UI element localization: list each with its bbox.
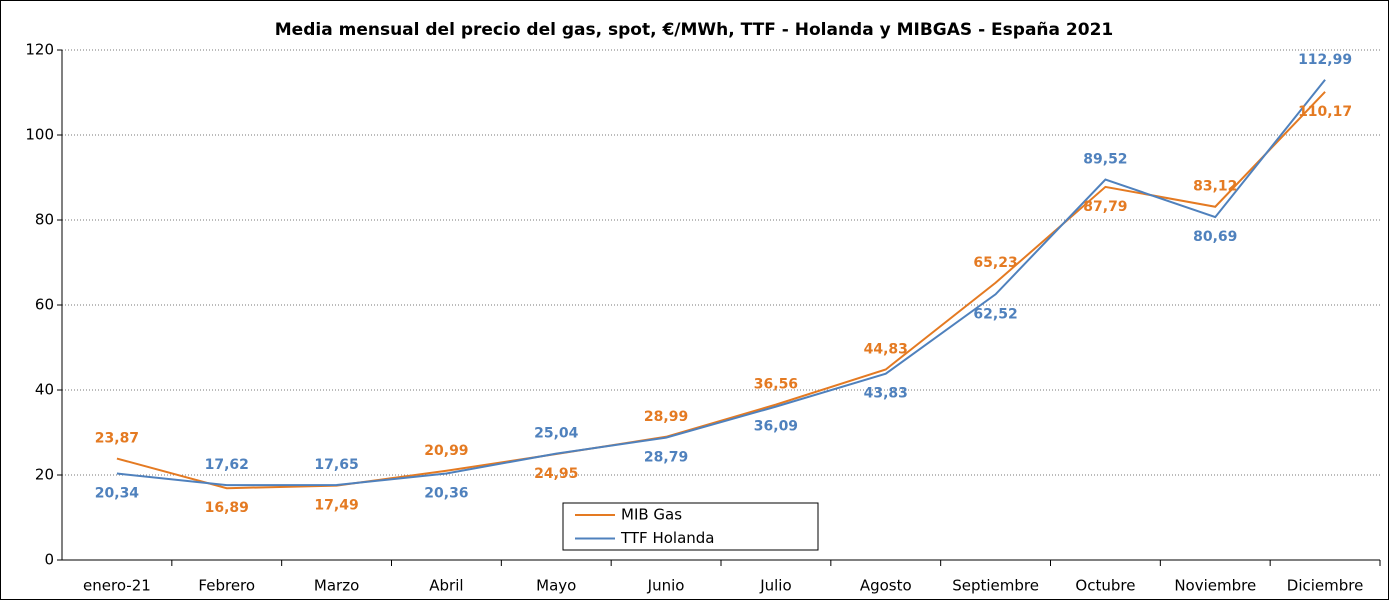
legend-label: MIB Gas xyxy=(621,506,682,524)
data-label: 20,36 xyxy=(424,485,468,501)
data-label: 20,34 xyxy=(95,486,140,502)
x-tick-label: Mayo xyxy=(536,577,576,595)
y-tick-label: 80 xyxy=(35,211,54,229)
x-tick-label: enero-21 xyxy=(83,577,151,595)
series-line xyxy=(116,91,1326,490)
legend-label: TTF Holanda xyxy=(620,529,715,547)
x-tick-label: Junio xyxy=(647,577,685,595)
x-tick-label: Septiembre xyxy=(952,577,1039,595)
y-tick-label: 40 xyxy=(35,381,54,399)
data-label: 65,23 xyxy=(973,255,1017,271)
x-tick-label: Diciembre xyxy=(1287,577,1364,595)
chart-title: Media mensual del precio del gas, spot, … xyxy=(275,20,1113,40)
data-label: 112,99 xyxy=(1298,52,1352,68)
y-tick-label: 60 xyxy=(35,296,54,314)
data-label: 17,49 xyxy=(314,498,358,514)
data-label: 87,79 xyxy=(1083,199,1127,215)
y-tick-label: 0 xyxy=(44,551,54,569)
data-label: 80,69 xyxy=(1193,229,1237,245)
x-tick-label: Febrero xyxy=(198,577,255,595)
data-label: 23,87 xyxy=(95,431,139,447)
x-tick-label: Octubre xyxy=(1075,577,1135,595)
legend-box xyxy=(562,502,819,551)
x-tick-label: Abril xyxy=(429,577,463,595)
x-tick-label: Noviembre xyxy=(1174,577,1256,595)
data-label: 83,12 xyxy=(1193,179,1237,195)
x-tick-label: Agosto xyxy=(860,577,912,595)
x-tick-label: Marzo xyxy=(314,577,359,595)
y-tick-label: 120 xyxy=(25,41,54,59)
data-label: 20,99 xyxy=(424,443,468,459)
data-label: 17,65 xyxy=(314,457,358,473)
data-label: 36,09 xyxy=(754,419,798,435)
x-tick-label: Julio xyxy=(759,577,791,595)
data-label: 89,52 xyxy=(1083,152,1127,168)
data-label: 24,95 xyxy=(534,466,578,482)
y-tick-label: 100 xyxy=(25,126,54,144)
data-label: 110,17 xyxy=(1298,104,1352,120)
data-label: 44,83 xyxy=(864,341,908,357)
data-label: 28,99 xyxy=(644,409,688,425)
series-line xyxy=(116,79,1326,487)
data-label: 43,83 xyxy=(864,386,908,402)
data-label: 16,89 xyxy=(205,500,249,516)
data-label: 28,79 xyxy=(644,450,688,466)
y-tick-label: 20 xyxy=(35,466,54,484)
data-label: 17,62 xyxy=(205,457,249,473)
data-label: 36,56 xyxy=(754,377,798,393)
data-label: 62,52 xyxy=(973,306,1017,322)
data-label: 25,04 xyxy=(534,426,579,442)
